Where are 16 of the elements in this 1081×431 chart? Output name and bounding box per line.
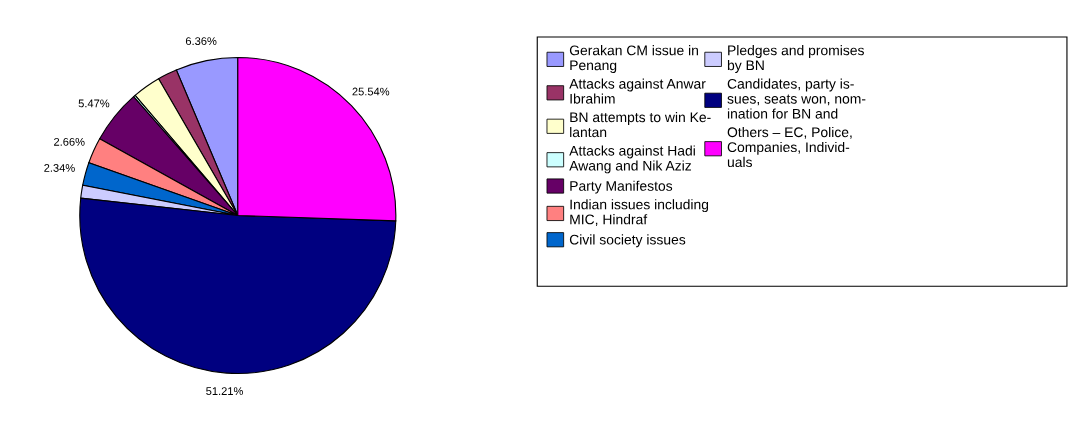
legend-label: Party Manifestos (570, 180, 673, 194)
legend-label: Pledges and promises by BN (727, 45, 864, 73)
data-label: 2.66% (54, 137, 85, 146)
legend-label: Gerakan CM issue in Penang (569, 45, 698, 73)
data-label: 5.47% (78, 99, 110, 108)
legend-label: Attacks against Anwar Ibrahim (569, 78, 706, 104)
data-label: 25.54% (352, 87, 390, 96)
legend-label: Attacks against Hadi Awang and Nik Aziz (569, 145, 695, 174)
data-label: 2.34% (44, 164, 75, 172)
legend-label: Civil society issues (569, 234, 686, 248)
legend-label: Indian issues including MIC, Hindraf (570, 199, 709, 226)
legend-label: BN attempts to win Ke- lantan (570, 111, 711, 138)
legend-label: Candidates, party is- sues, seats won, nom- ination for BN and (727, 78, 866, 119)
legend-label: Others – EC, Police, Companies, Individ- uals (727, 126, 852, 168)
data-label: 51.21% (206, 387, 243, 396)
data-label: 6.36% (185, 37, 217, 46)
